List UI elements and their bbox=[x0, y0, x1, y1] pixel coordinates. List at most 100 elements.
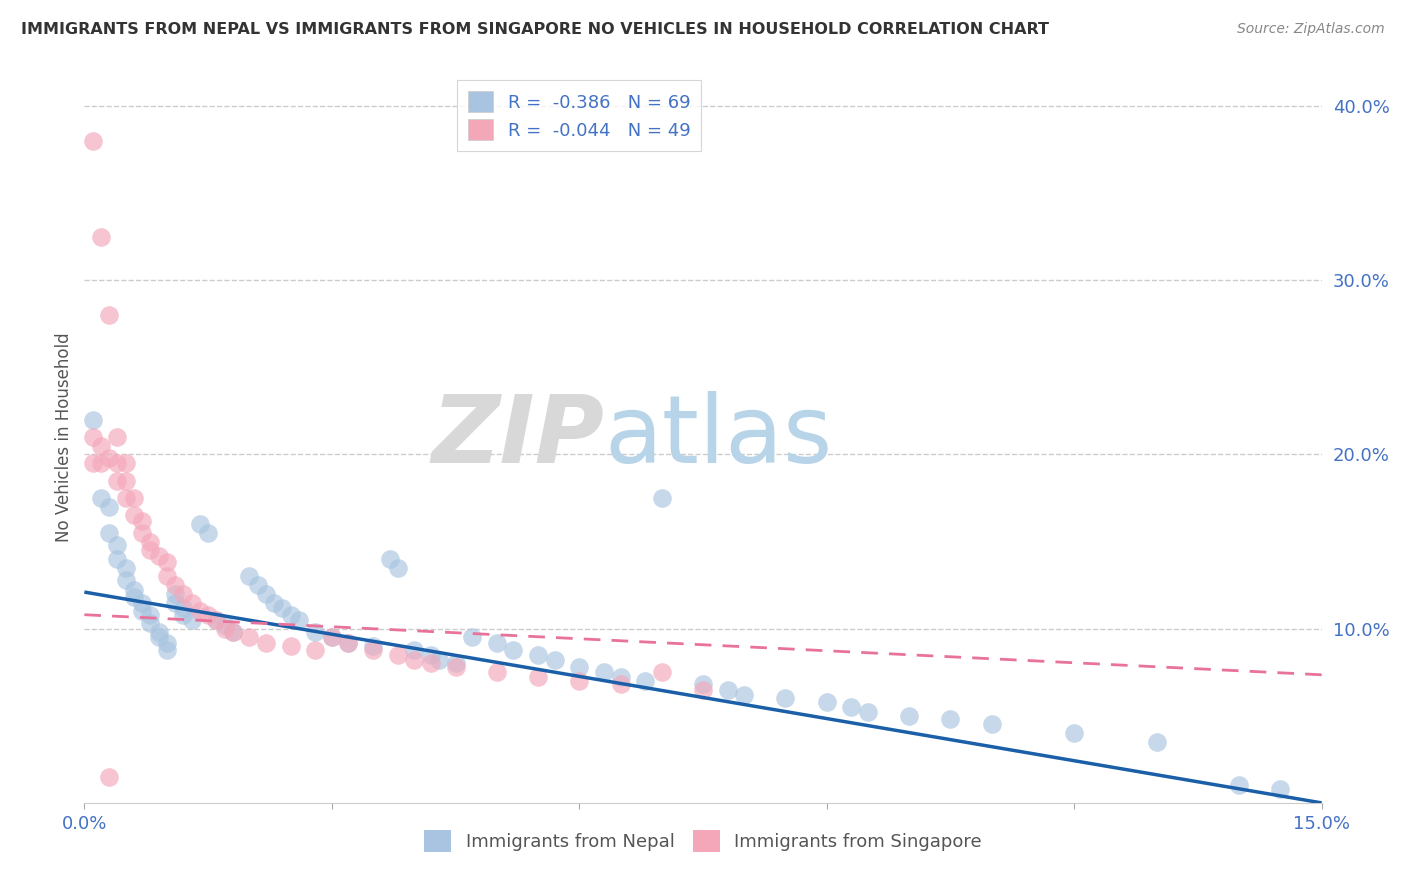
Point bbox=[651, 665, 673, 680]
Point bbox=[214, 622, 236, 636]
Point bbox=[593, 665, 616, 680]
Point bbox=[122, 508, 145, 523]
Point bbox=[288, 613, 311, 627]
Point bbox=[321, 631, 343, 645]
Point bbox=[98, 308, 121, 322]
Point bbox=[609, 677, 631, 691]
Point bbox=[122, 583, 145, 598]
Point bbox=[90, 229, 112, 244]
Point bbox=[139, 607, 162, 622]
Point bbox=[139, 616, 162, 631]
Point bbox=[98, 450, 121, 465]
Point bbox=[1270, 781, 1292, 796]
Point bbox=[1227, 778, 1250, 792]
Point bbox=[692, 682, 714, 697]
Point bbox=[527, 670, 550, 684]
Text: Source: ZipAtlas.com: Source: ZipAtlas.com bbox=[1237, 22, 1385, 37]
Point bbox=[1063, 726, 1085, 740]
Point bbox=[304, 625, 326, 640]
Point bbox=[609, 670, 631, 684]
Point bbox=[105, 474, 128, 488]
Point bbox=[122, 591, 145, 605]
Point bbox=[238, 569, 260, 583]
Point bbox=[856, 705, 879, 719]
Point bbox=[105, 552, 128, 566]
Point bbox=[139, 534, 162, 549]
Point bbox=[82, 412, 104, 426]
Point bbox=[172, 587, 194, 601]
Y-axis label: No Vehicles in Household: No Vehicles in Household bbox=[55, 332, 73, 542]
Point bbox=[82, 134, 104, 148]
Point bbox=[651, 491, 673, 505]
Point bbox=[444, 660, 467, 674]
Point bbox=[114, 560, 136, 574]
Point bbox=[205, 613, 228, 627]
Point bbox=[131, 595, 153, 609]
Point bbox=[172, 600, 194, 615]
Point bbox=[238, 631, 260, 645]
Text: ZIP: ZIP bbox=[432, 391, 605, 483]
Point bbox=[419, 657, 441, 671]
Point bbox=[271, 600, 294, 615]
Point bbox=[444, 657, 467, 671]
Point bbox=[634, 673, 657, 688]
Point bbox=[378, 552, 401, 566]
Point bbox=[98, 525, 121, 540]
Point bbox=[148, 625, 170, 640]
Point bbox=[939, 712, 962, 726]
Point bbox=[131, 514, 153, 528]
Point bbox=[156, 642, 179, 657]
Point bbox=[815, 695, 838, 709]
Point bbox=[82, 430, 104, 444]
Point bbox=[214, 618, 236, 632]
Point bbox=[180, 595, 202, 609]
Point bbox=[246, 578, 269, 592]
Point bbox=[172, 607, 194, 622]
Point bbox=[148, 549, 170, 563]
Point bbox=[387, 648, 409, 662]
Point bbox=[114, 474, 136, 488]
Point bbox=[692, 677, 714, 691]
Point bbox=[568, 660, 591, 674]
Point bbox=[568, 673, 591, 688]
Point bbox=[165, 578, 187, 592]
Point bbox=[105, 456, 128, 470]
Point bbox=[114, 573, 136, 587]
Point bbox=[387, 560, 409, 574]
Point bbox=[337, 635, 360, 649]
Point bbox=[148, 631, 170, 645]
Point bbox=[114, 456, 136, 470]
Point bbox=[527, 648, 550, 662]
Point bbox=[404, 653, 426, 667]
Point bbox=[188, 517, 211, 532]
Point bbox=[90, 456, 112, 470]
Point bbox=[98, 500, 121, 514]
Point bbox=[485, 635, 508, 649]
Point bbox=[131, 604, 153, 618]
Point bbox=[898, 708, 921, 723]
Text: IMMIGRANTS FROM NEPAL VS IMMIGRANTS FROM SINGAPORE NO VEHICLES IN HOUSEHOLD CORR: IMMIGRANTS FROM NEPAL VS IMMIGRANTS FROM… bbox=[21, 22, 1049, 37]
Point bbox=[254, 635, 277, 649]
Point bbox=[156, 569, 179, 583]
Point bbox=[304, 642, 326, 657]
Point bbox=[502, 642, 524, 657]
Point bbox=[105, 538, 128, 552]
Point bbox=[461, 631, 484, 645]
Point bbox=[131, 525, 153, 540]
Text: atlas: atlas bbox=[605, 391, 832, 483]
Point bbox=[197, 525, 219, 540]
Point bbox=[197, 607, 219, 622]
Point bbox=[165, 587, 187, 601]
Point bbox=[485, 665, 508, 680]
Point bbox=[321, 631, 343, 645]
Point bbox=[1146, 735, 1168, 749]
Point bbox=[114, 491, 136, 505]
Point bbox=[841, 700, 863, 714]
Point bbox=[105, 430, 128, 444]
Point bbox=[543, 653, 565, 667]
Point bbox=[90, 439, 112, 453]
Legend: Immigrants from Nepal, Immigrants from Singapore: Immigrants from Nepal, Immigrants from S… bbox=[418, 823, 988, 860]
Point bbox=[361, 639, 384, 653]
Point bbox=[280, 607, 302, 622]
Point bbox=[82, 456, 104, 470]
